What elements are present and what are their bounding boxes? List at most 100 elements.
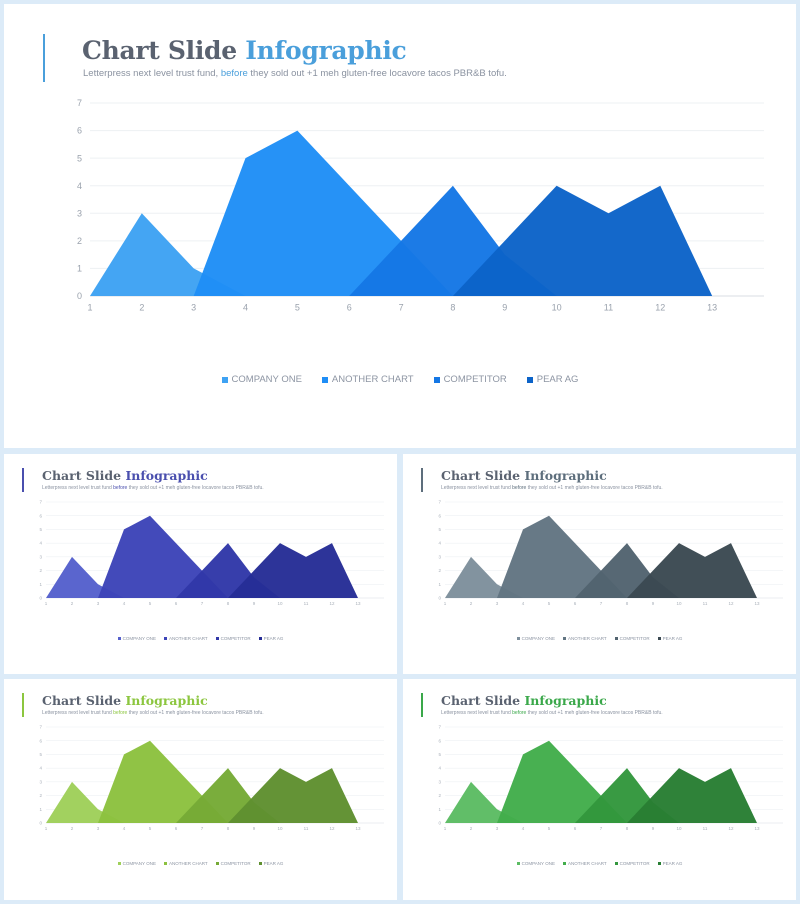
x-tick-label: 12 xyxy=(728,601,734,606)
legend-item: COMPANY ONE xyxy=(516,861,555,866)
x-tick-label: 8 xyxy=(626,826,629,831)
title-accent-bar xyxy=(421,693,423,717)
legend-label: COMPETITOR xyxy=(220,636,251,641)
subtitle-accent: before xyxy=(512,710,527,716)
legend-label: PEAR AG xyxy=(662,636,683,641)
y-tick-label: 1 xyxy=(39,807,42,812)
legend-label: COMPETITOR xyxy=(619,636,650,641)
chart-legend: COMPANY ONE ANOTHER CHART COMPETITOR PEAR A… xyxy=(4,861,397,866)
legend-item: PEAR AG xyxy=(657,861,682,866)
x-tick-label: 12 xyxy=(728,826,734,831)
chart-legend: COMPANY ONE ANOTHER CHART COMPETITOR PEAR A… xyxy=(4,374,796,385)
slide-green-variant: Chart Slide Infographic Letterpress next… xyxy=(403,679,796,900)
y-tick-label: 4 xyxy=(39,541,42,546)
y-tick-label: 2 xyxy=(39,568,42,573)
x-tick-label: 11 xyxy=(304,826,309,831)
legend-label: COMPETITOR xyxy=(220,861,251,866)
y-tick-label: 4 xyxy=(438,766,441,771)
chart-legend: COMPANY ONE ANOTHER CHART COMPETITOR PEAR A… xyxy=(403,861,796,866)
y-tick-label: 0 xyxy=(438,596,441,601)
x-tick-label: 7 xyxy=(201,826,204,831)
title-accent: Infographic xyxy=(125,468,208,483)
x-tick-label: 6 xyxy=(175,826,178,831)
x-tick-label: 12 xyxy=(655,302,665,312)
x-tick-label: 4 xyxy=(243,302,248,312)
x-tick-label: 3 xyxy=(496,826,499,831)
x-tick-label: 7 xyxy=(600,826,603,831)
slide-title: Chart Slide Infographic xyxy=(42,468,208,483)
y-tick-label: 5 xyxy=(438,527,441,532)
y-tick-label: 2 xyxy=(438,793,441,798)
slide-subtitle: Letterpress next level trust fund before… xyxy=(441,710,663,716)
x-tick-label: 6 xyxy=(175,601,178,606)
legend-swatch xyxy=(221,376,228,383)
x-tick-label: 6 xyxy=(574,601,577,606)
legend-label: COMPANY ONE xyxy=(122,861,156,866)
y-tick-label: 6 xyxy=(77,126,82,136)
x-tick-label: 7 xyxy=(600,601,603,606)
legend-swatch xyxy=(562,637,566,640)
legend-swatch xyxy=(614,862,618,865)
title-plain: Chart Slide xyxy=(82,36,237,65)
title-plain: Chart Slide xyxy=(42,468,122,483)
x-tick-label: 1 xyxy=(45,826,48,831)
series-area-4 xyxy=(228,543,358,598)
subtitle-accent: before xyxy=(512,485,527,491)
y-tick-label: 0 xyxy=(438,821,441,826)
legend-label: COMPETITOR xyxy=(619,861,650,866)
subtitle-after: they sold out +1 meh gluten-free locavor… xyxy=(127,710,264,716)
x-tick-label: 4 xyxy=(123,601,126,606)
legend-label: COMPANY ONE xyxy=(231,374,302,385)
x-tick-label: 10 xyxy=(277,826,283,831)
legend-swatch xyxy=(258,862,262,865)
subtitle-before: Letterpress next level trust fund xyxy=(441,485,513,491)
y-tick-label: 6 xyxy=(39,738,42,743)
x-tick-label: 5 xyxy=(149,601,152,606)
legend-label: ANOTHER CHART xyxy=(567,636,607,641)
x-tick-label: 12 xyxy=(329,601,335,606)
legend-label: ANOTHER CHART xyxy=(168,861,208,866)
x-tick-label: 2 xyxy=(71,601,74,606)
slide-title: Chart Slide Infographic xyxy=(441,693,607,708)
x-tick-label: 5 xyxy=(548,826,551,831)
series-area-4 xyxy=(627,543,757,598)
y-tick-label: 7 xyxy=(39,725,42,730)
y-tick-label: 6 xyxy=(438,513,441,518)
slide-subtitle: Letterpress next level trust fund before… xyxy=(441,485,663,491)
y-tick-label: 4 xyxy=(39,766,42,771)
x-tick-label: 1 xyxy=(444,826,447,831)
title-accent: Infographic xyxy=(524,468,607,483)
legend-label: COMPANY ONE xyxy=(521,636,555,641)
series-area-4 xyxy=(452,185,713,296)
legend-item: COMPANY ONE xyxy=(117,861,156,866)
title-plain: Chart Slide xyxy=(441,468,521,483)
title-plain: Chart Slide xyxy=(42,693,122,708)
x-tick-label: 10 xyxy=(277,601,283,606)
legend-label: ANOTHER CHART xyxy=(168,636,208,641)
legend-swatch xyxy=(163,862,167,865)
y-tick-label: 7 xyxy=(39,500,42,505)
slide-slate-variant: Chart Slide Infographic Letterpress next… xyxy=(403,454,796,674)
y-tick-label: 6 xyxy=(438,738,441,743)
y-tick-label: 3 xyxy=(39,554,42,559)
x-tick-label: 8 xyxy=(626,601,629,606)
x-tick-label: 11 xyxy=(703,601,708,606)
slide-title: Chart Slide Infographic xyxy=(82,36,407,65)
x-tick-label: 5 xyxy=(548,601,551,606)
subtitle-accent: before xyxy=(113,710,128,716)
x-tick-label: 5 xyxy=(149,826,152,831)
x-tick-label: 9 xyxy=(502,302,507,312)
legend-label: COMPETITOR xyxy=(443,374,507,385)
slide-subtitle: Letterpress next level trust fund, befor… xyxy=(83,68,507,79)
y-tick-label: 2 xyxy=(39,793,42,798)
legend-item: ANOTHER CHART xyxy=(562,861,607,866)
y-tick-label: 3 xyxy=(438,554,441,559)
x-tick-label: 1 xyxy=(444,601,447,606)
series-area-4 xyxy=(627,768,757,823)
title-accent: Infographic xyxy=(125,693,208,708)
